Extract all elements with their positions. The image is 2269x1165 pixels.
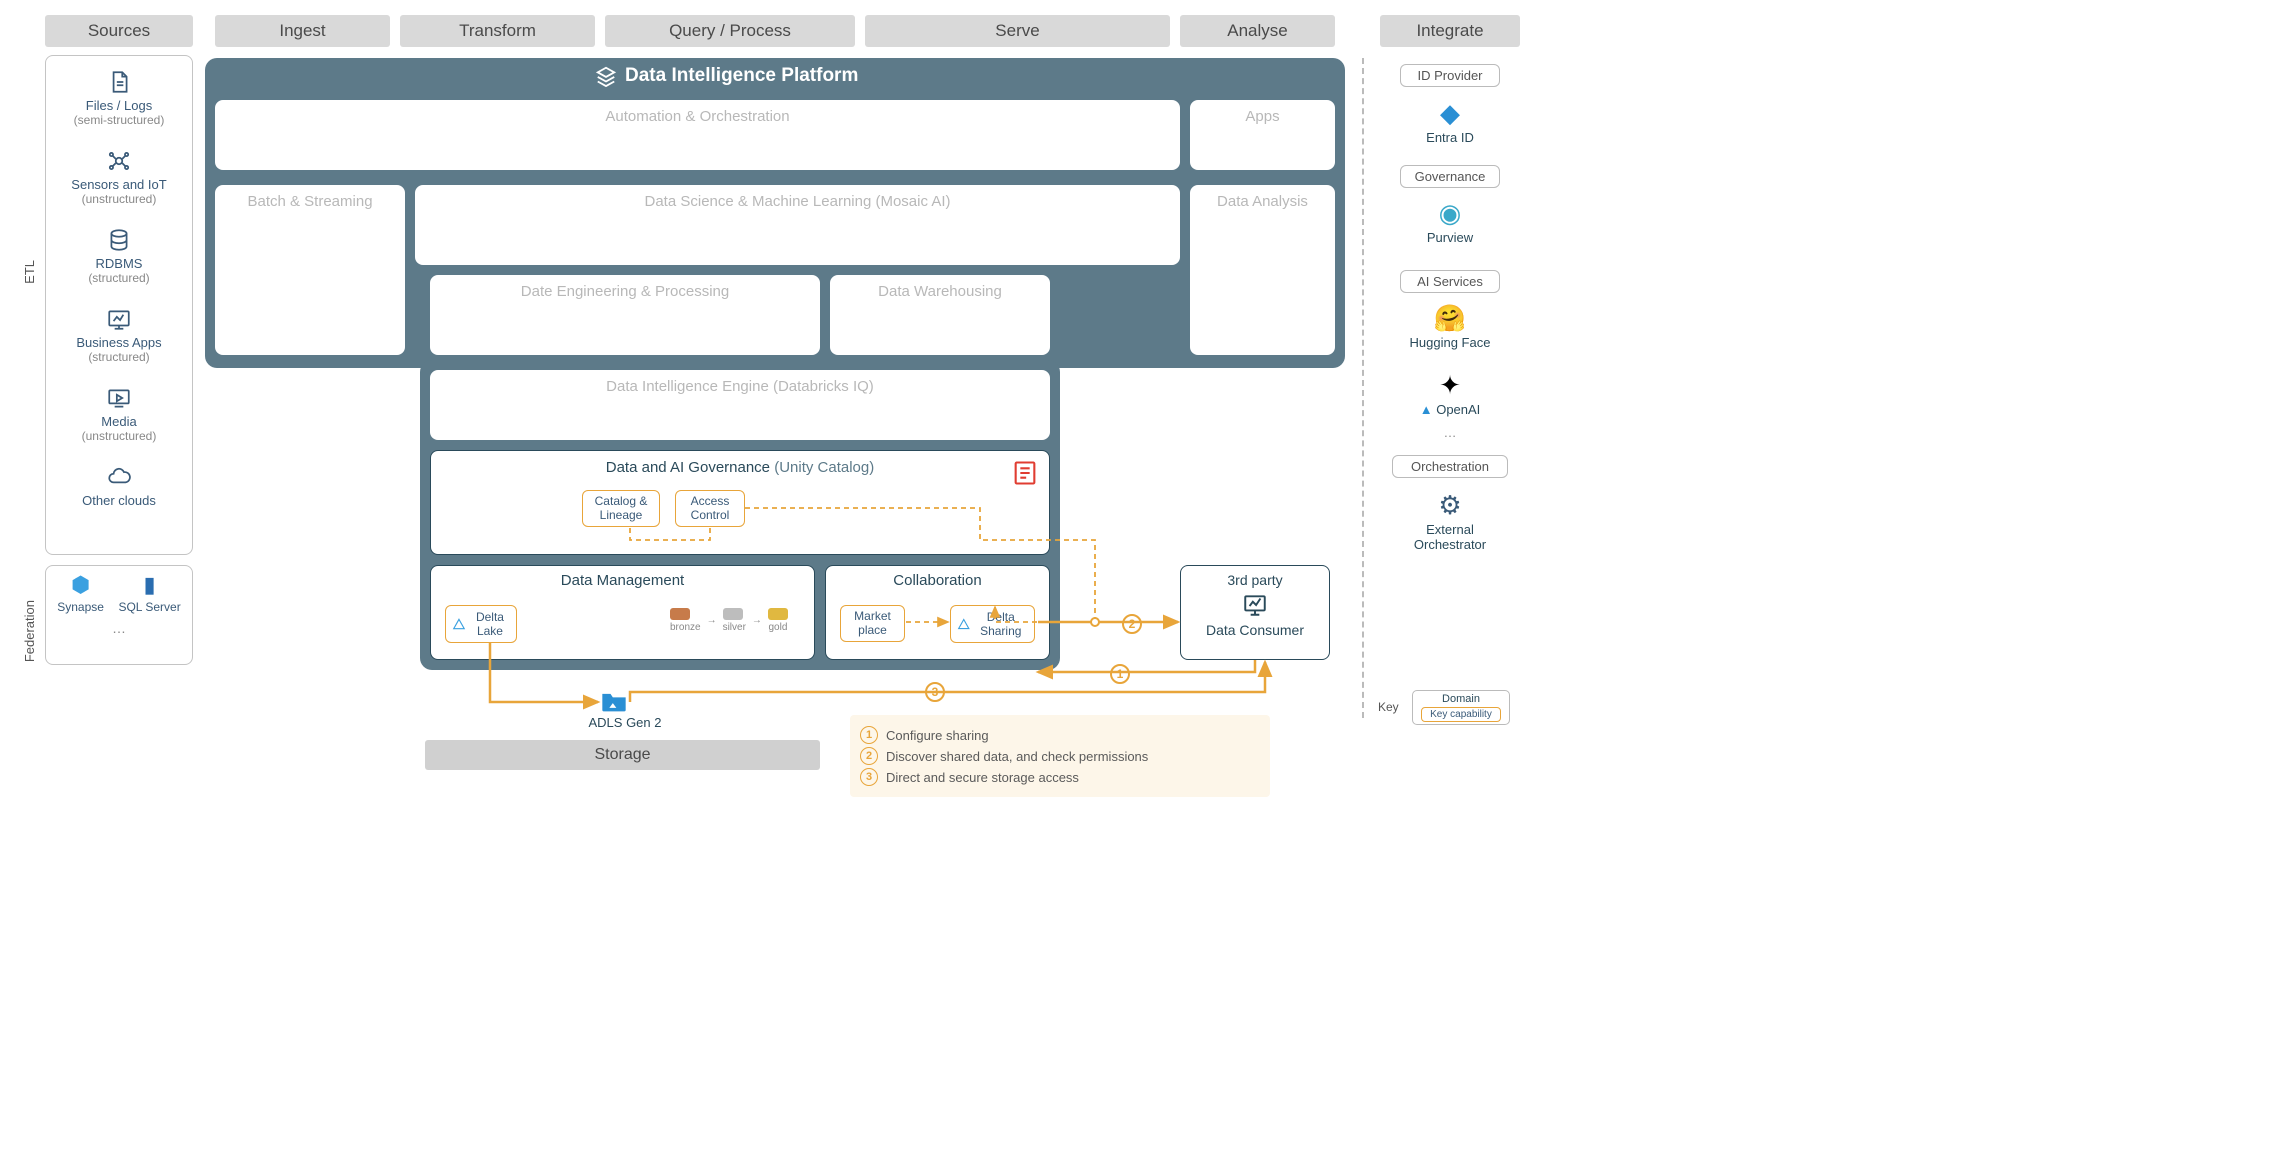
medallion-layers: bronze → silver → gold: [670, 608, 788, 633]
steps-legend: 1Configure sharing 2Discover shared data,…: [850, 715, 1270, 797]
layers-icon: [595, 65, 617, 87]
fed-sqlserver: ▮ SQL Server: [118, 572, 180, 614]
key-domain: Domain: [1442, 693, 1480, 705]
badge-3: 3: [925, 682, 945, 702]
collab-title: Collaboration: [826, 566, 1049, 589]
third-party-box: 3rd party Data Consumer: [1180, 565, 1330, 660]
chip-marketplace: Market place: [840, 605, 905, 642]
key-swatches: Domain Key capability: [1412, 690, 1510, 727]
int-governance: Governance: [1400, 165, 1500, 188]
mgmt-title: Data Management: [431, 566, 814, 589]
etl-label: ETL: [22, 260, 37, 284]
platform-title: Data Intelligence Platform: [595, 65, 858, 87]
source-db: RDBMS(structured): [46, 222, 192, 289]
int-entra: ◆ Entra ID: [1410, 98, 1490, 145]
int-purview: ◉ Purview: [1410, 198, 1490, 245]
fed-synapse: ⬢ Synapse: [57, 572, 104, 614]
box-engine: Data Intelligence Engine (Databricks IQ): [430, 370, 1050, 440]
delta-icon: [452, 614, 466, 634]
box-batch: Batch & Streaming: [215, 185, 405, 355]
int-more: …: [1430, 425, 1470, 440]
third-party-title: 3rd party: [1187, 572, 1323, 588]
adls-label: ADLS Gen 2: [575, 715, 675, 730]
int-id-provider: ID Provider: [1400, 64, 1500, 87]
badge-2: 2: [1122, 614, 1142, 634]
adls-icon: [600, 690, 628, 717]
box-eng: Date Engineering & Processing: [430, 275, 820, 355]
consumer-icon: [1242, 592, 1268, 618]
box-analysis: Data Analysis: [1190, 185, 1335, 355]
source-media: Media(unstructured): [46, 380, 192, 447]
col-query: Query / Process: [605, 15, 855, 47]
box-dwh: Data Warehousing: [830, 275, 1050, 355]
storage-header: Storage: [425, 740, 820, 770]
col-transform: Transform: [400, 15, 595, 47]
col-sources: Sources: [45, 15, 193, 47]
sharing-icon: [957, 615, 971, 633]
chip-delta-sharing: Delta Sharing: [950, 605, 1035, 643]
source-iot: Sensors and IoT(unstructured): [46, 143, 192, 210]
storage-folder-icon: [600, 690, 628, 714]
source-cloud: Other clouds: [46, 459, 192, 512]
chip-access: Access Control: [675, 490, 745, 527]
source-app: Business Apps(structured): [46, 301, 192, 368]
step-1: 1Configure sharing: [860, 726, 1260, 744]
int-ai-services: AI Services: [1400, 270, 1500, 293]
sources-panel: Files / Logs(semi-structured) Sensors and…: [45, 55, 193, 555]
federation-label: Federation: [22, 600, 37, 662]
key-label: Key: [1378, 700, 1399, 714]
catalog-icon: [1011, 459, 1039, 487]
key-capability: Key capability: [1421, 707, 1501, 722]
federation-more: …: [46, 620, 192, 636]
int-orchestration: Orchestration: [1392, 455, 1508, 478]
col-integrate: Integrate: [1380, 15, 1520, 47]
col-analyse: Analyse: [1180, 15, 1335, 47]
governance-title: Data and AI Governance (Unity Catalog): [431, 451, 1049, 476]
col-ingest: Ingest: [215, 15, 390, 47]
federation-panel: ⬢ Synapse ▮ SQL Server …: [45, 565, 193, 665]
box-dsml: Data Science & Machine Learning (Mosaic …: [415, 185, 1180, 265]
step-3: 3Direct and secure storage access: [860, 768, 1260, 786]
col-serve: Serve: [865, 15, 1170, 47]
badge-1: 1: [1110, 664, 1130, 684]
int-hf: 🤗 Hugging Face: [1400, 303, 1500, 350]
key-legend: Key: [1378, 700, 1399, 714]
box-apps: Apps: [1190, 100, 1335, 170]
int-ext-orch: ⚙ External Orchestrator: [1400, 490, 1500, 552]
consumer-label: Data Consumer: [1187, 622, 1323, 638]
source-file: Files / Logs(semi-structured): [46, 64, 192, 131]
chip-delta-lake: Delta Lake: [445, 605, 517, 643]
architecture-diagram: Sources Ingest Transform Query / Process…: [10, 10, 1530, 800]
divider: [1362, 58, 1364, 718]
int-openai: ✦ ▲ OpenAI: [1400, 370, 1500, 417]
step-2: 2Discover shared data, and check permiss…: [860, 747, 1260, 765]
chip-catalog: Catalog & Lineage: [582, 490, 660, 527]
box-automation: Automation & Orchestration: [215, 100, 1180, 170]
